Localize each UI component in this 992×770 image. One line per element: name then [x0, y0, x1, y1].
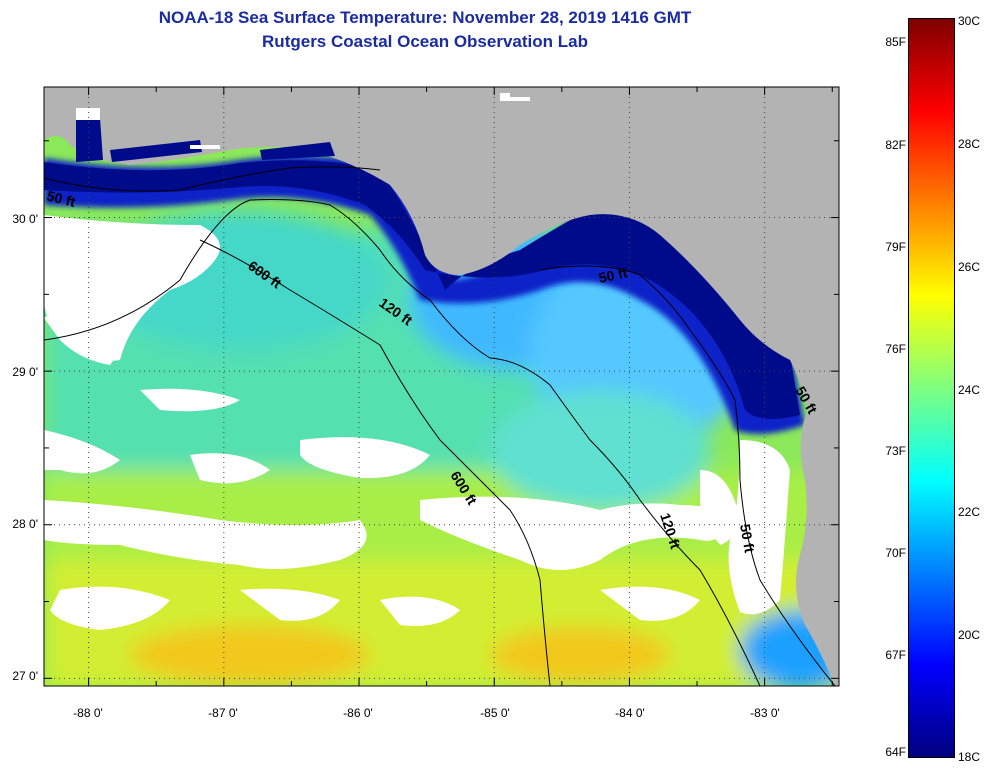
- contour-label-50ft-south: 50 ft: [737, 523, 758, 554]
- map-subtitle: Rutgers Coastal Ocean Observation Lab: [262, 32, 588, 51]
- colorbar-label-26c: 26C: [958, 260, 981, 274]
- lat-label-27: 27 0': [12, 669, 38, 683]
- colorbar-label-28c: 28C: [958, 137, 981, 151]
- contour-label-50ft-bigbend: 50 ft: [597, 264, 629, 286]
- sst-map: 50 ft 600 ft 120 ft 50 ft 600 ft 120 ft …: [12, 86, 840, 720]
- lon-label-83: -83 0': [750, 706, 780, 720]
- lon-label-85: -85 0': [480, 706, 510, 720]
- colorbar-label-64f: 64F: [885, 745, 906, 759]
- colorbar-label-82f: 82F: [885, 138, 906, 152]
- map-frame: [43, 86, 840, 687]
- colorbar-label-67f: 67F: [885, 648, 906, 662]
- colorbar-label-20c: 20C: [958, 628, 981, 642]
- colorbar-label-22c: 22C: [958, 505, 981, 519]
- lat-label-28: 28 0': [12, 517, 38, 531]
- colorbar-label-70f: 70F: [885, 546, 906, 560]
- lon-label-88: -88 0': [73, 706, 103, 720]
- colorbar-label-85f: 85F: [885, 35, 906, 49]
- temperature-colorbar: [908, 18, 955, 758]
- colorbar-label-30c: 30C: [958, 14, 981, 28]
- contour-label-50ft-west: 50 ft: [45, 187, 77, 210]
- lon-label-87: -87 0': [208, 706, 238, 720]
- map-title: NOAA-18 Sea Surface Temperature: Novembe…: [158, 8, 692, 27]
- axis-ticks: [44, 87, 839, 686]
- colorbar-label-76f: 76F: [885, 342, 906, 356]
- bathymetry-contours: [43, 166, 836, 687]
- colorbar-label-73f: 73F: [885, 444, 906, 458]
- lon-label-84: -84 0': [615, 706, 645, 720]
- lon-label-86: -86 0': [343, 706, 373, 720]
- lat-label-29: 29 0': [12, 365, 38, 379]
- colorbar-label-18c: 18C: [958, 750, 981, 764]
- colorbar-label-24c: 24C: [958, 383, 981, 397]
- sst-field: [44, 87, 839, 686]
- colorbar-label-79f: 79F: [885, 240, 906, 254]
- lat-label-30: 30 0': [12, 212, 38, 226]
- land-mass: [44, 87, 839, 686]
